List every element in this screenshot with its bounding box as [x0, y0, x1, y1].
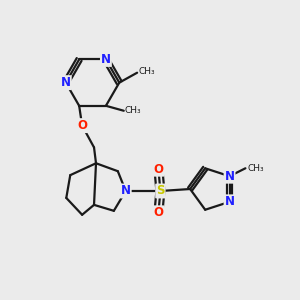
Text: N: N — [225, 195, 235, 208]
Text: CH₃: CH₃ — [248, 164, 264, 173]
Text: CH₃: CH₃ — [138, 67, 155, 76]
Text: O: O — [153, 206, 164, 219]
Text: N: N — [61, 76, 71, 89]
Text: N: N — [225, 170, 235, 183]
Text: O: O — [153, 163, 164, 176]
Text: N: N — [101, 53, 111, 66]
Text: CH₃: CH₃ — [125, 106, 141, 115]
Text: N: N — [121, 184, 131, 197]
Text: S: S — [156, 184, 165, 197]
Text: O: O — [77, 119, 87, 132]
